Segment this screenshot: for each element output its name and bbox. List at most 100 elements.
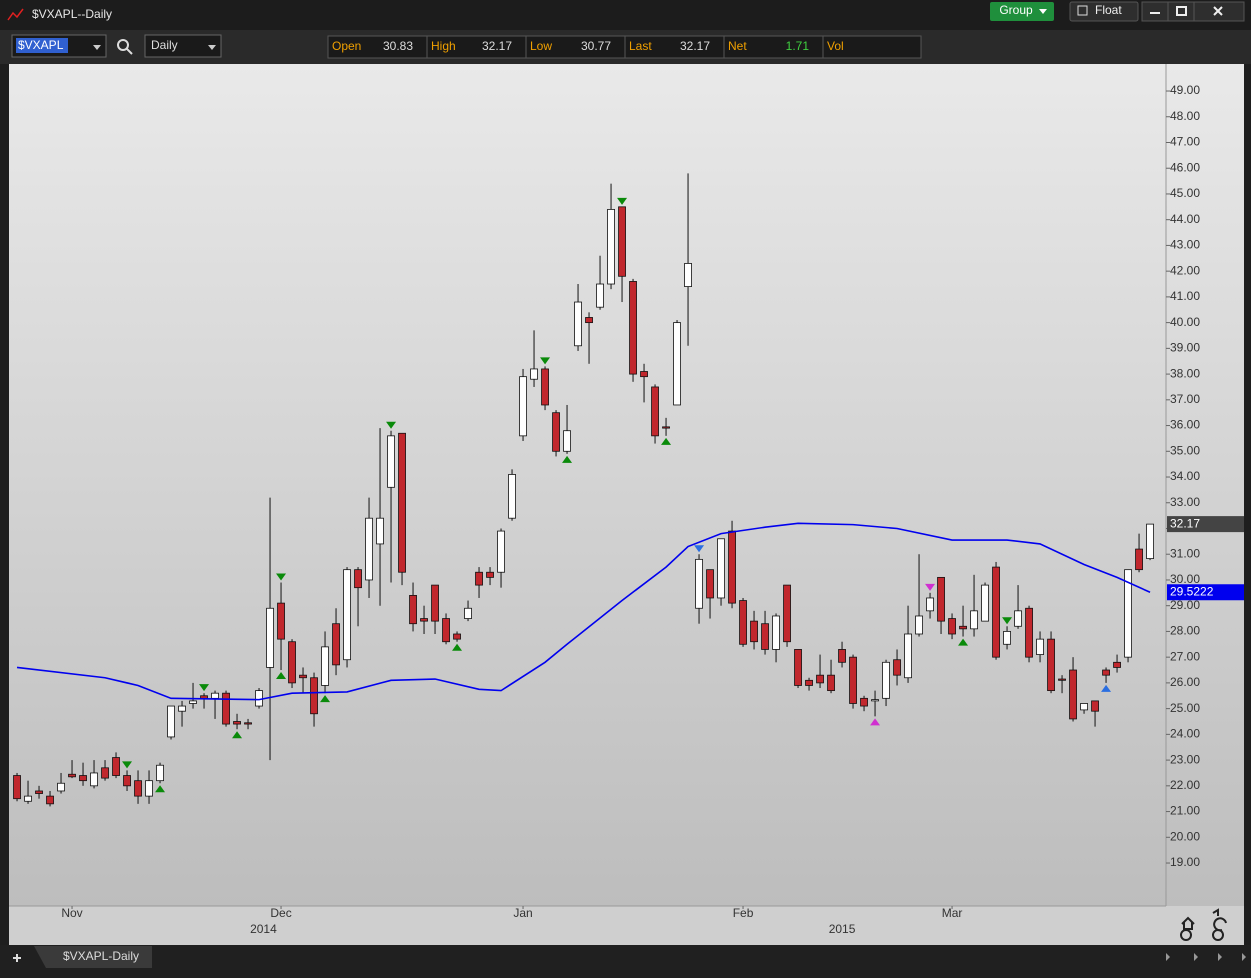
candle-body (68, 773, 76, 778)
y-tick-label: 22.00 (1170, 778, 1200, 792)
signal-marker (386, 421, 397, 429)
tab-label: $VXAPL-Daily (63, 949, 139, 963)
candle-body (937, 576, 945, 622)
quote-value: 30.83 (383, 39, 413, 53)
candle-body (1058, 678, 1066, 681)
candle-body (519, 376, 527, 437)
y-tick-label: 28.00 (1170, 624, 1200, 638)
tab[interactable] (34, 946, 152, 968)
y-tick-label: 30.00 (1170, 572, 1200, 586)
ma-price-label: 29.5222 (1170, 584, 1214, 598)
candle-body (35, 790, 43, 794)
candle-body (849, 656, 857, 704)
candle-body (739, 600, 747, 645)
candle-body (552, 412, 560, 452)
candle-body (750, 620, 758, 643)
candle-body (409, 594, 417, 625)
candle-body (486, 571, 494, 578)
add-tab[interactable] (13, 954, 21, 962)
candle-body (398, 432, 406, 573)
candle-body (563, 430, 571, 452)
candle-body (992, 566, 1000, 658)
signal-marker (617, 197, 628, 205)
price-axis (1166, 64, 1244, 906)
x-tick-label: Nov (61, 906, 82, 920)
signal-marker (562, 455, 573, 463)
candle-body (860, 697, 868, 707)
signal-marker (199, 684, 210, 692)
signal-marker (661, 437, 672, 445)
candle-body (420, 618, 428, 622)
candle-body (310, 677, 318, 715)
candle-body (464, 607, 472, 619)
float-icon (1077, 5, 1088, 16)
candle-body (189, 700, 197, 704)
zoom-in-icon[interactable] (1180, 929, 1192, 941)
candle-body (475, 571, 483, 586)
ma-price-box (1167, 584, 1244, 601)
maximize-button[interactable] (1167, 1, 1195, 22)
y-tick-label: 43.00 (1170, 238, 1200, 252)
y-tick-label: 29.00 (1170, 598, 1200, 612)
candle-body (772, 615, 780, 650)
candle-body (156, 764, 164, 782)
candle-body (673, 322, 681, 406)
y-tick-label: 24.00 (1170, 727, 1200, 741)
candle-body (112, 757, 120, 776)
candle-body (1091, 700, 1099, 712)
candle-body (387, 435, 395, 488)
candle-body (981, 584, 989, 622)
title-bar (0, 0, 1251, 30)
candle-body (585, 317, 593, 324)
candle-body (541, 368, 549, 406)
x-tick-label: Feb (733, 906, 754, 920)
candle-body (431, 584, 439, 622)
candle-body (618, 206, 626, 277)
quote-label: Net (728, 39, 747, 53)
symbol-caret (93, 45, 101, 50)
candle-body (321, 646, 329, 686)
candle-body (970, 610, 978, 630)
candle-body (354, 569, 362, 589)
home-icon[interactable] (1181, 916, 1195, 930)
candle-body (365, 517, 373, 581)
search-icon[interactable] (117, 39, 129, 51)
symbol-text: $VXAPL (18, 38, 64, 52)
group-button[interactable] (990, 2, 1054, 21)
candle-body (871, 699, 879, 702)
group-label: Group (999, 3, 1033, 17)
signal-marker (276, 573, 287, 581)
candle-body (332, 623, 340, 666)
signal-marker (320, 695, 331, 703)
candle-body (926, 597, 934, 612)
candle-body (288, 641, 296, 684)
candle-body (728, 530, 736, 604)
candle-body (1069, 669, 1077, 720)
candle-body (178, 705, 186, 712)
zoom-out-icon[interactable] (1212, 929, 1224, 941)
candle-body (101, 767, 109, 779)
candle-body (167, 705, 175, 738)
candle-body (1047, 638, 1055, 692)
candle-body (816, 674, 824, 684)
tab-bar (0, 945, 1251, 978)
minimize-button[interactable] (1141, 1, 1169, 22)
candle-body (1146, 523, 1154, 559)
candle-body (574, 301, 582, 347)
y-tick-label: 23.00 (1170, 752, 1200, 766)
candle-body (1135, 548, 1143, 571)
y-tick-label: 31.00 (1170, 546, 1200, 560)
candle-body (695, 558, 703, 609)
signal-marker (276, 672, 287, 680)
interval-box[interactable] (144, 34, 222, 58)
y-tick-label: 25.00 (1170, 701, 1200, 715)
candle-body (1080, 703, 1088, 711)
quote-value: 30.77 (581, 39, 611, 53)
candle-body (134, 780, 142, 797)
signal-marker (1101, 684, 1112, 692)
candle-body (233, 721, 241, 725)
candle-body (1124, 569, 1132, 658)
candle-body (145, 780, 153, 797)
y-tick-label: 45.00 (1170, 186, 1200, 200)
x-tick-label: Jan (513, 906, 532, 920)
